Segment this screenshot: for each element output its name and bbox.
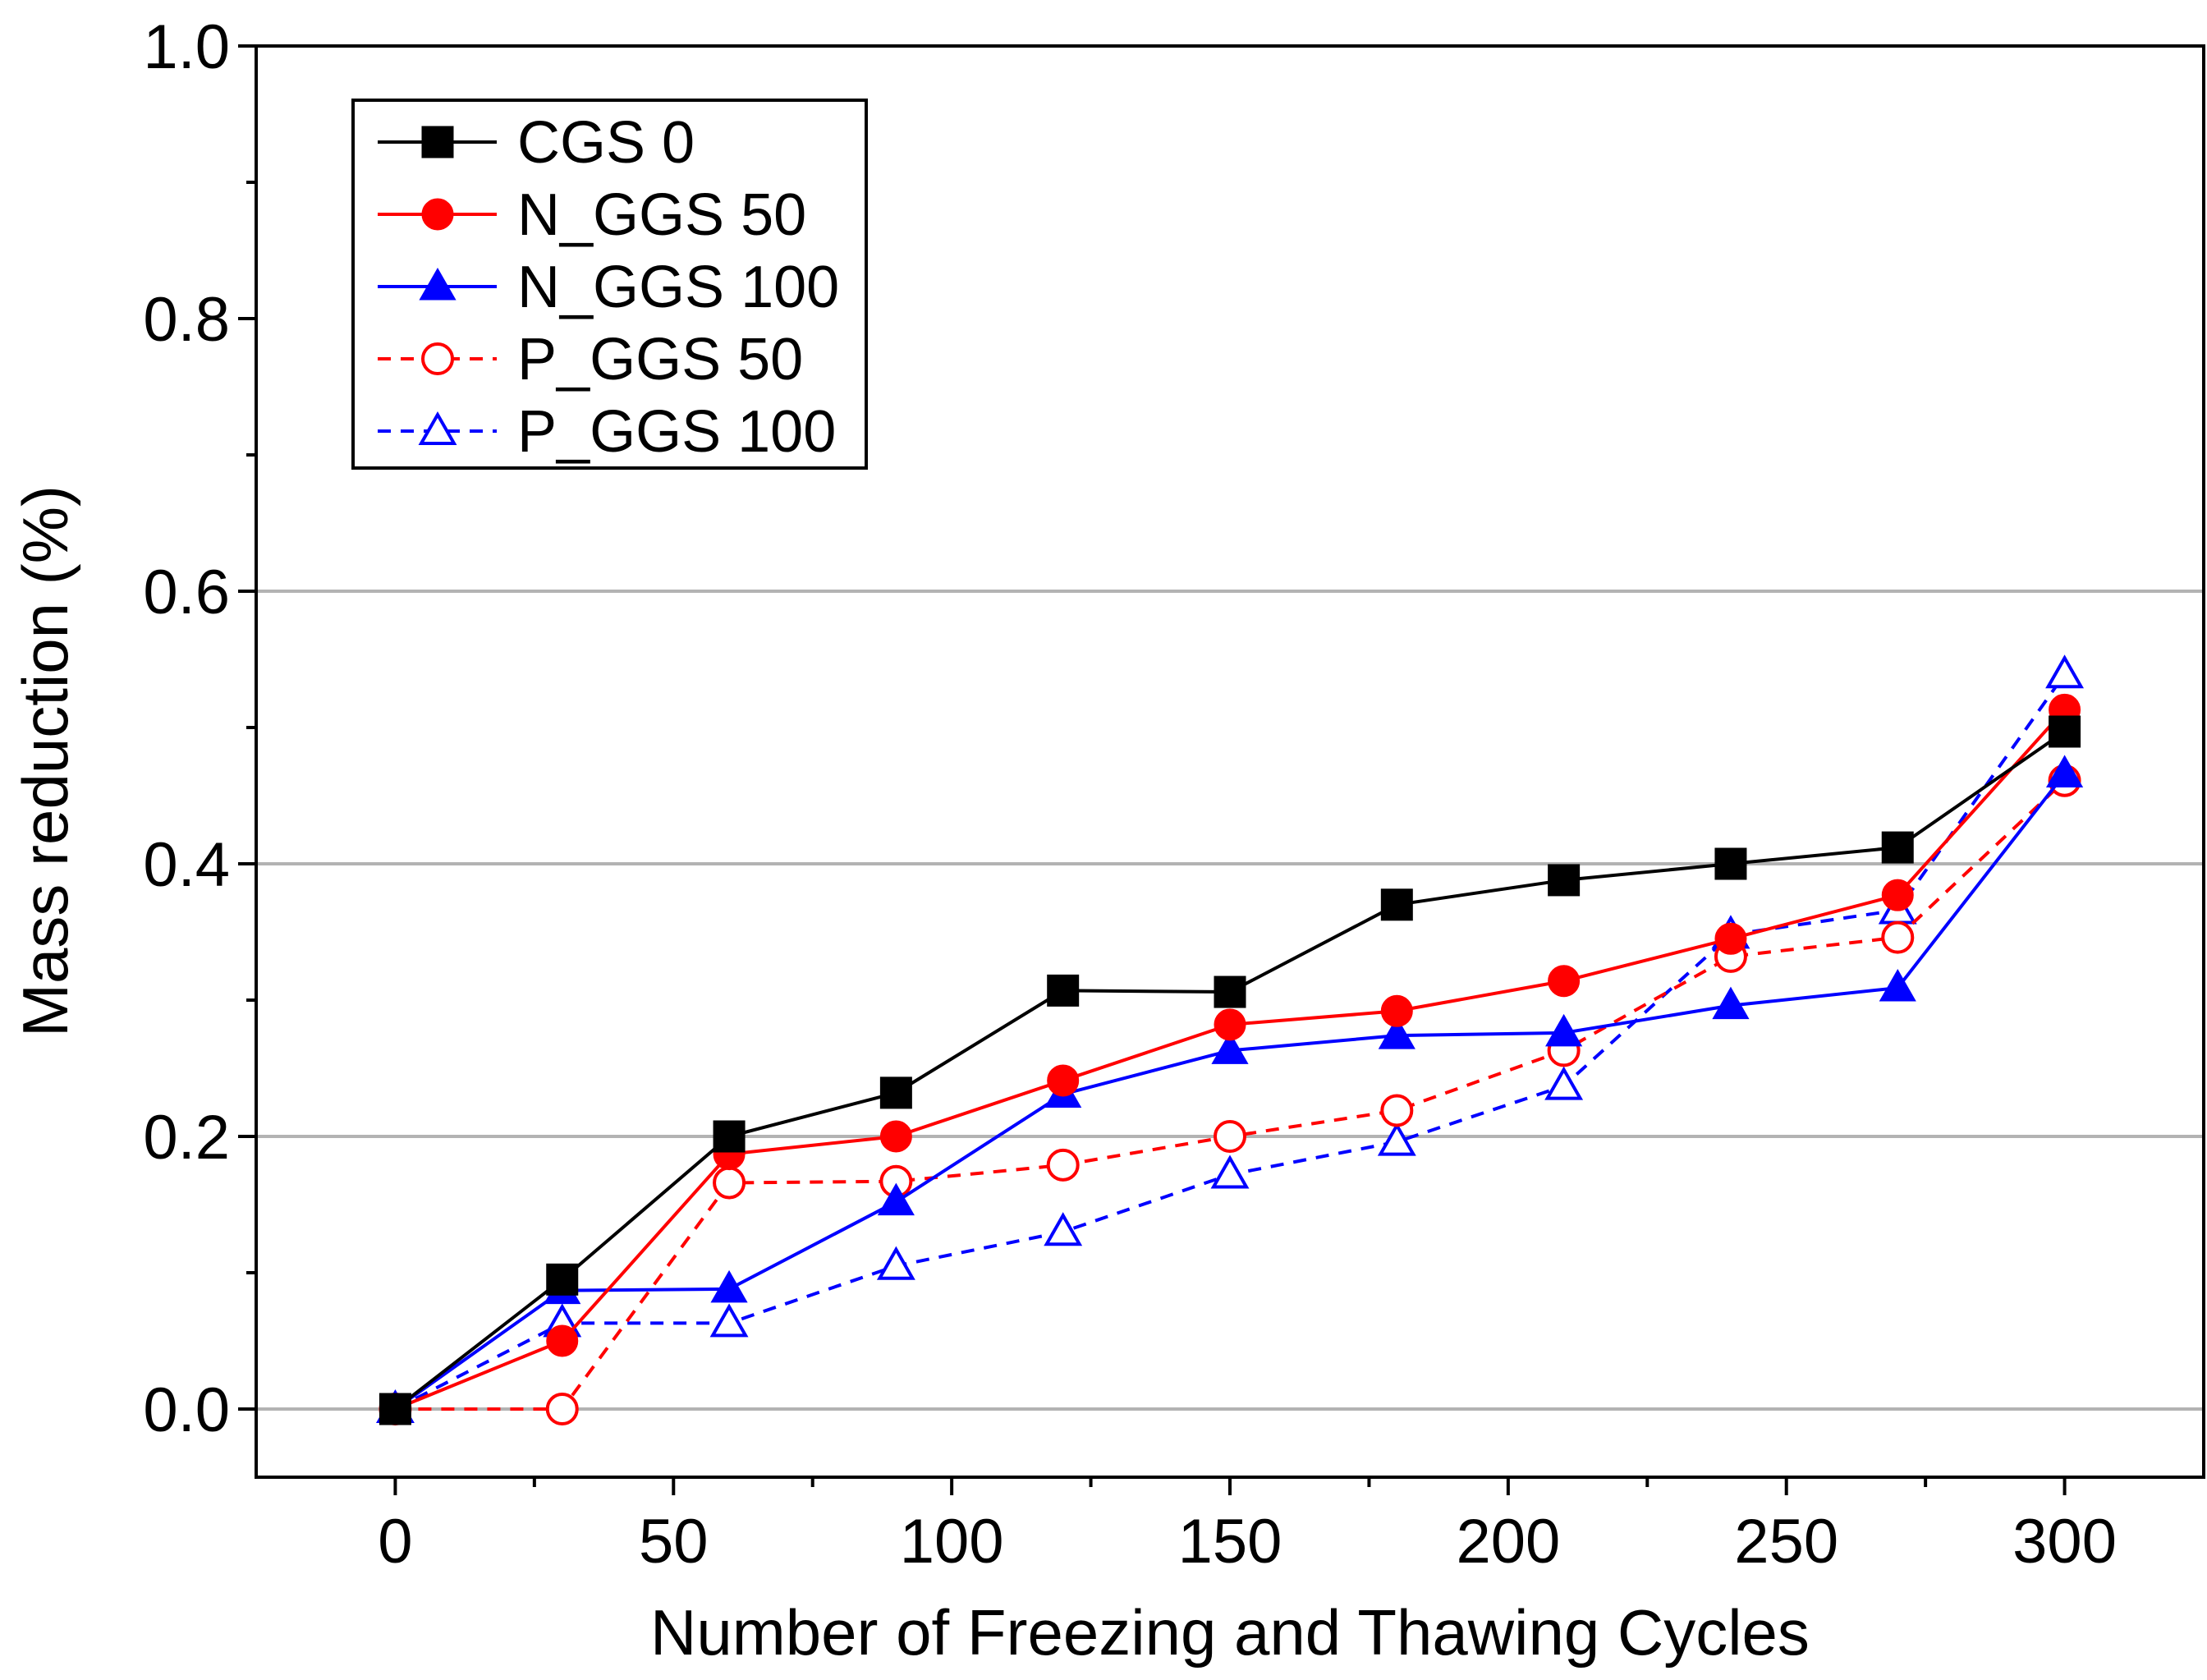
x-tick-label: 150 xyxy=(1178,1507,1282,1577)
legend-marker xyxy=(418,411,457,445)
data-point xyxy=(1047,1064,1080,1097)
data-point xyxy=(1377,1122,1416,1156)
data-point xyxy=(1544,1066,1584,1100)
data-point xyxy=(710,1269,748,1303)
data-point xyxy=(879,1120,912,1153)
x-axis-title: Number of Freezing and Thawing Cycles xyxy=(650,1596,1810,1669)
data-point xyxy=(713,1120,746,1153)
legend-entry: CGS 0 xyxy=(378,110,695,176)
data-point xyxy=(1714,922,1747,955)
x-tick-label: 200 xyxy=(1456,1507,1560,1577)
data-point xyxy=(546,1324,579,1357)
series-n-ggs-100 xyxy=(376,755,2084,1423)
series-line xyxy=(394,773,2067,1411)
legend-marker xyxy=(421,126,454,158)
data-point xyxy=(546,1263,579,1296)
data-point xyxy=(1378,1017,1416,1049)
data-point xyxy=(1044,1212,1083,1246)
legend: CGS 0N_GGS 50 N_GGS 100 P_GGS 50 P_GGS 100 xyxy=(351,99,868,470)
y-tick-label: 0.6 xyxy=(143,558,230,627)
data-point xyxy=(1714,847,1747,880)
x-tick-label: 0 xyxy=(378,1507,412,1577)
data-point xyxy=(713,1166,746,1200)
data-point xyxy=(1879,969,1916,1002)
legend-entry: N_GGS 50 xyxy=(378,182,806,248)
series-n-ggs-50 xyxy=(379,693,2081,1425)
data-point xyxy=(379,1393,411,1425)
x-tick-label: 300 xyxy=(2012,1507,2117,1577)
x-tick-label: 100 xyxy=(900,1507,1004,1577)
data-point xyxy=(1380,994,1413,1027)
data-point xyxy=(545,1393,579,1425)
data-point xyxy=(1214,1120,1246,1153)
data-point xyxy=(1548,965,1581,998)
data-point xyxy=(1712,986,1750,1020)
data-point xyxy=(1211,1031,1249,1064)
series-line xyxy=(395,779,2066,1411)
legend-entry: P_GGS 50 xyxy=(378,327,803,392)
y-axis-title: Mass reduction (%) xyxy=(9,485,81,1037)
data-point xyxy=(1380,888,1413,921)
legend-marker xyxy=(419,267,457,301)
data-point xyxy=(1545,1013,1583,1047)
data-point xyxy=(1881,920,1915,954)
data-point xyxy=(1047,974,1080,1007)
data-point xyxy=(2049,715,2081,748)
legend-label: N_GGS 50 xyxy=(517,182,806,248)
legend-marker xyxy=(421,342,454,375)
y-tick-label: 0.4 xyxy=(143,830,230,900)
legend-label: P_GGS 50 xyxy=(517,327,803,392)
data-point xyxy=(1881,831,1914,864)
y-tick-label: 1.0 xyxy=(143,12,230,82)
data-point xyxy=(1380,1094,1414,1127)
legend-box xyxy=(351,99,868,470)
data-point xyxy=(877,1182,915,1216)
data-point xyxy=(1214,975,1246,1008)
grid-lines xyxy=(256,590,2204,1411)
data-point xyxy=(1548,864,1581,897)
legend-label: CGS 0 xyxy=(517,110,695,176)
axis-ticks: 0 50 100 150 200 250 300 0.0 0.2 0.4 0.6 0.8 1.0 xyxy=(143,12,2117,1577)
data-point xyxy=(709,1303,749,1338)
data-point xyxy=(876,1246,915,1280)
data-series xyxy=(375,654,2085,1425)
data-point xyxy=(2045,654,2085,689)
y-tick-label: 0.8 xyxy=(143,285,230,355)
legend-label: N_GGS 100 xyxy=(517,255,839,320)
y-tick-label: 0.0 xyxy=(143,1375,230,1445)
x-tick-label: 250 xyxy=(1734,1507,1838,1577)
series-cgs-0 xyxy=(379,715,2081,1425)
legend-entry: N_GGS 100 xyxy=(378,255,839,320)
data-point xyxy=(2045,755,2084,787)
series-line xyxy=(394,730,2066,1411)
data-point xyxy=(1210,1154,1250,1189)
legend-marker xyxy=(421,198,454,231)
legend-entry: P_GGS 100 xyxy=(378,399,836,465)
data-point xyxy=(1881,879,1914,911)
legend-label: P_GGS 100 xyxy=(517,399,836,465)
legend-items: CGS 0N_GGS 50 N_GGS 100 P_GGS 50 P_GGS 100 xyxy=(378,110,839,465)
x-tick-label: 50 xyxy=(639,1507,709,1577)
data-point xyxy=(1214,1008,1246,1041)
y-tick-label: 0.2 xyxy=(143,1103,230,1173)
data-point xyxy=(1046,1148,1080,1182)
data-point xyxy=(879,1076,912,1109)
